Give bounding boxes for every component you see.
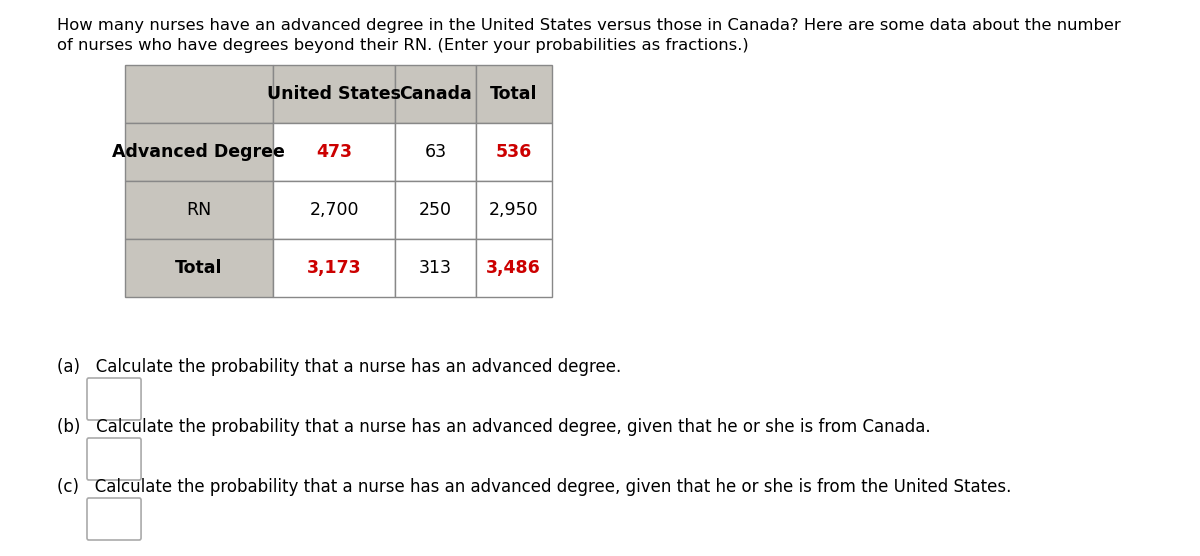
- Text: (a)   Calculate the probability that a nurse has an advanced degree.: (a) Calculate the probability that a nur…: [58, 358, 622, 376]
- Bar: [395, 181, 475, 239]
- Bar: [395, 65, 475, 123]
- Text: (b)   Calculate the probability that a nurse has an advanced degree, given that : (b) Calculate the probability that a nur…: [58, 418, 931, 436]
- Bar: [125, 65, 272, 123]
- Text: Total: Total: [175, 259, 223, 277]
- Text: 536: 536: [496, 143, 532, 161]
- Bar: [475, 65, 552, 123]
- Text: of nurses who have degrees beyond their RN. (Enter your probabilities as fractio: of nurses who have degrees beyond their …: [58, 38, 749, 53]
- Text: 313: 313: [419, 259, 452, 277]
- Bar: [475, 123, 552, 181]
- Bar: [272, 239, 395, 297]
- Bar: [395, 239, 475, 297]
- Bar: [475, 239, 552, 297]
- Bar: [272, 65, 395, 123]
- FancyBboxPatch shape: [86, 438, 142, 480]
- Bar: [272, 123, 395, 181]
- Bar: [475, 181, 552, 239]
- Text: 63: 63: [425, 143, 446, 161]
- Text: 473: 473: [316, 143, 352, 161]
- Text: United States: United States: [268, 85, 401, 103]
- Text: (c)   Calculate the probability that a nurse has an advanced degree, given that : (c) Calculate the probability that a nur…: [58, 478, 1012, 496]
- Bar: [125, 239, 272, 297]
- FancyBboxPatch shape: [86, 378, 142, 420]
- Text: 2,950: 2,950: [488, 201, 539, 219]
- Text: 3,486: 3,486: [486, 259, 541, 277]
- Bar: [125, 123, 272, 181]
- Text: Advanced Degree: Advanced Degree: [113, 143, 286, 161]
- Bar: [272, 181, 395, 239]
- Text: 3,173: 3,173: [307, 259, 361, 277]
- Text: 250: 250: [419, 201, 452, 219]
- Text: Total: Total: [490, 85, 538, 103]
- Text: 2,700: 2,700: [310, 201, 359, 219]
- Text: How many nurses have an advanced degree in the United States versus those in Can: How many nurses have an advanced degree …: [58, 18, 1121, 33]
- Bar: [125, 181, 272, 239]
- Bar: [395, 123, 475, 181]
- FancyBboxPatch shape: [86, 498, 142, 540]
- Text: RN: RN: [186, 201, 211, 219]
- Text: Canada: Canada: [400, 85, 472, 103]
